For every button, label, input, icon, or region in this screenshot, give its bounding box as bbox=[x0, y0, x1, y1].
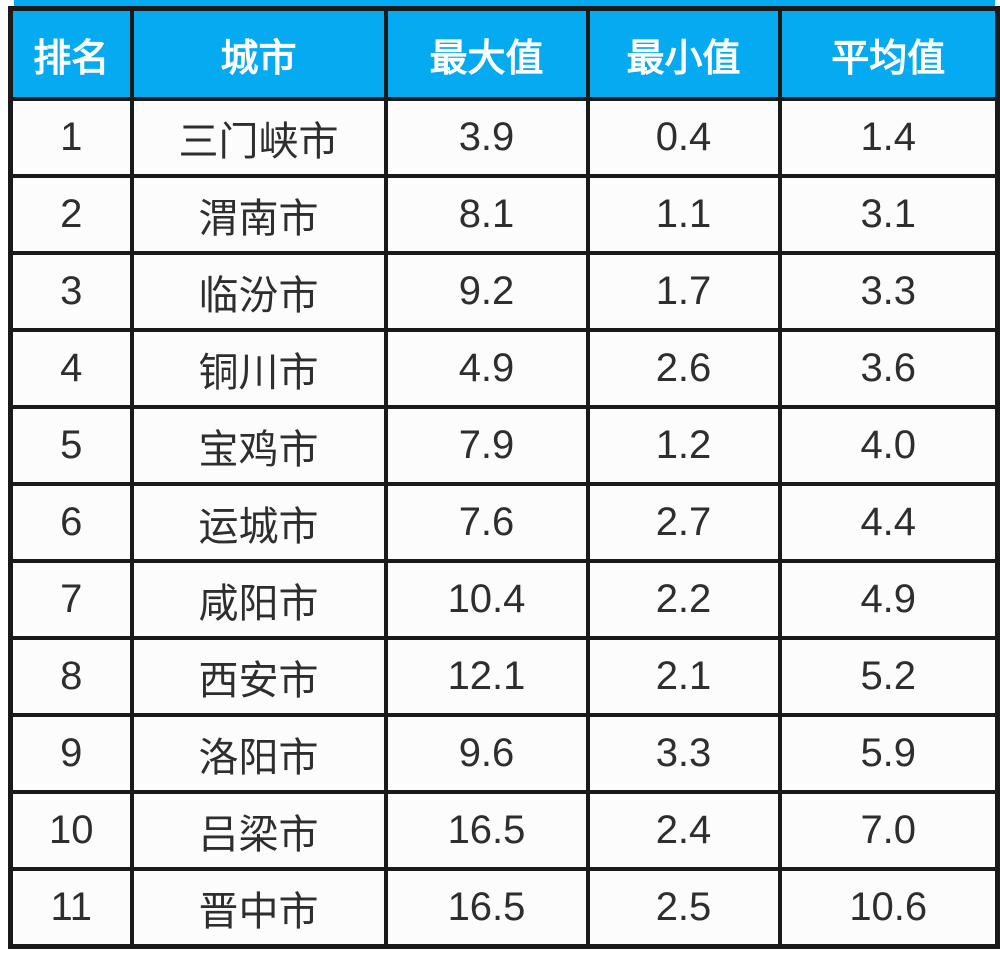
cell-max: 3.9 bbox=[383, 97, 590, 178]
cell-rank: 8 bbox=[8, 636, 134, 717]
table-row: 10 吕梁市 16.5 2.4 7.0 bbox=[8, 790, 1000, 871]
cell-min: 1.2 bbox=[585, 405, 782, 486]
cell-city: 三门峡市 bbox=[129, 97, 388, 178]
column-header-rank: 排名 bbox=[8, 6, 134, 101]
cell-avg: 3.6 bbox=[777, 328, 1000, 409]
cell-min: 2.1 bbox=[585, 636, 782, 717]
column-header-city: 城市 bbox=[129, 6, 388, 101]
cell-city: 洛阳市 bbox=[129, 713, 388, 794]
header-bleed-strip bbox=[14, 0, 995, 6]
cell-city: 西安市 bbox=[129, 636, 388, 717]
cell-max: 16.5 bbox=[383, 867, 590, 949]
cell-min: 2.5 bbox=[585, 867, 782, 949]
cell-rank: 9 bbox=[8, 713, 134, 794]
cell-rank: 7 bbox=[8, 559, 134, 640]
cell-city: 晋中市 bbox=[129, 867, 388, 949]
cell-avg: 5.2 bbox=[777, 636, 1000, 717]
table-row: 7 咸阳市 10.4 2.2 4.9 bbox=[8, 559, 1000, 640]
table-row: 4 铜川市 4.9 2.6 3.6 bbox=[8, 328, 1000, 409]
cell-avg: 7.0 bbox=[777, 790, 1000, 871]
cell-max: 4.9 bbox=[383, 328, 590, 409]
table-row: 11 晋中市 16.5 2.5 10.6 bbox=[8, 867, 1000, 949]
table-header: 排名 城市 最大值 最小值 平均值 bbox=[8, 6, 1000, 101]
table-row: 6 运城市 7.6 2.7 4.4 bbox=[8, 482, 1000, 563]
table-row: 5 宝鸡市 7.9 1.2 4.0 bbox=[8, 405, 1000, 486]
cell-max: 12.1 bbox=[383, 636, 590, 717]
cell-city: 临汾市 bbox=[129, 251, 388, 332]
cell-city: 运城市 bbox=[129, 482, 388, 563]
cell-city: 宝鸡市 bbox=[129, 405, 388, 486]
cell-min: 2.2 bbox=[585, 559, 782, 640]
cell-min: 2.6 bbox=[585, 328, 782, 409]
cell-avg: 3.3 bbox=[777, 251, 1000, 332]
cell-min: 2.4 bbox=[585, 790, 782, 871]
cell-rank: 1 bbox=[8, 97, 134, 178]
cell-avg: 1.4 bbox=[777, 97, 1000, 178]
cell-rank: 3 bbox=[8, 251, 134, 332]
cell-rank: 2 bbox=[8, 174, 134, 255]
cell-min: 1.7 bbox=[585, 251, 782, 332]
city-stats-table: 排名 城市 最大值 最小值 平均值 1 三门峡市 3.9 0.4 1.4 2 渭… bbox=[8, 6, 1000, 949]
table-row: 3 临汾市 9.2 1.7 3.3 bbox=[8, 251, 1000, 332]
column-header-avg: 平均值 bbox=[777, 6, 1000, 101]
cell-avg: 10.6 bbox=[777, 867, 1000, 949]
cell-rank: 11 bbox=[8, 867, 134, 949]
cell-max: 7.6 bbox=[383, 482, 590, 563]
cell-city: 铜川市 bbox=[129, 328, 388, 409]
cell-avg: 4.0 bbox=[777, 405, 1000, 486]
table-body: 1 三门峡市 3.9 0.4 1.4 2 渭南市 8.1 1.1 3.1 3 临… bbox=[8, 97, 1000, 949]
cell-rank: 4 bbox=[8, 328, 134, 409]
cell-city: 吕梁市 bbox=[129, 790, 388, 871]
cell-avg: 5.9 bbox=[777, 713, 1000, 794]
cell-avg: 4.9 bbox=[777, 559, 1000, 640]
cell-max: 16.5 bbox=[383, 790, 590, 871]
cell-max: 9.6 bbox=[383, 713, 590, 794]
cell-min: 3.3 bbox=[585, 713, 782, 794]
cell-max: 7.9 bbox=[383, 405, 590, 486]
cell-max: 8.1 bbox=[383, 174, 590, 255]
cell-min: 0.4 bbox=[585, 97, 782, 178]
cell-city: 渭南市 bbox=[129, 174, 388, 255]
table-row: 8 西安市 12.1 2.1 5.2 bbox=[8, 636, 1000, 717]
cell-min: 1.1 bbox=[585, 174, 782, 255]
cell-max: 9.2 bbox=[383, 251, 590, 332]
table-row: 2 渭南市 8.1 1.1 3.1 bbox=[8, 174, 1000, 255]
cell-avg: 4.4 bbox=[777, 482, 1000, 563]
table-row: 9 洛阳市 9.6 3.3 5.9 bbox=[8, 713, 1000, 794]
cell-rank: 10 bbox=[8, 790, 134, 871]
column-header-min: 最小值 bbox=[585, 6, 782, 101]
cell-city: 咸阳市 bbox=[129, 559, 388, 640]
column-header-max: 最大值 bbox=[383, 6, 590, 101]
cell-avg: 3.1 bbox=[777, 174, 1000, 255]
cell-max: 10.4 bbox=[383, 559, 590, 640]
table-row: 1 三门峡市 3.9 0.4 1.4 bbox=[8, 97, 1000, 178]
cell-rank: 5 bbox=[8, 405, 134, 486]
cell-rank: 6 bbox=[8, 482, 134, 563]
cell-min: 2.7 bbox=[585, 482, 782, 563]
header-row: 排名 城市 最大值 最小值 平均值 bbox=[8, 6, 1000, 101]
